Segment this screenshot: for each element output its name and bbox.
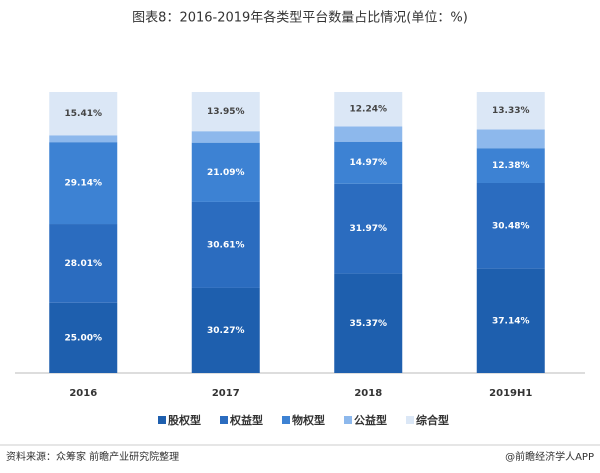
- data-label: 13.95%: [207, 107, 245, 117]
- legend-label: 股权型: [168, 413, 201, 427]
- bar-segment: [191, 142, 260, 202]
- bar-segment: [476, 148, 545, 183]
- legend-swatch: [344, 416, 352, 424]
- legend-swatch: [282, 416, 290, 424]
- data-label: 30.27%: [207, 326, 245, 336]
- bar-segment: [49, 224, 118, 303]
- bar-segment: [334, 92, 403, 127]
- x-tick-label: 2019H1: [489, 388, 532, 399]
- bar-segment: [191, 92, 260, 132]
- data-label: 25.00%: [65, 333, 103, 343]
- data-label: 14.97%: [350, 158, 388, 168]
- data-label: 35.37%: [350, 319, 388, 329]
- data-label: 31.97%: [350, 224, 388, 234]
- brand: @前瞻经济学人APP: [505, 450, 594, 463]
- bar-segment: [476, 129, 545, 149]
- legend-swatch: [158, 416, 166, 424]
- data-label: 15.41%: [65, 109, 103, 119]
- x-tick-label: 2018: [354, 388, 382, 399]
- data-label: 21.09%: [207, 168, 245, 178]
- bar-segment: [49, 302, 118, 373]
- legend-swatch: [220, 416, 228, 424]
- data-label: 30.61%: [207, 240, 245, 250]
- data-label: 29.14%: [65, 179, 103, 189]
- bar-segment: [191, 131, 260, 143]
- bar-segment: [334, 126, 403, 142]
- bar-segment: [49, 135, 118, 143]
- data-label: 37.14%: [492, 316, 530, 326]
- bar-segment: [476, 182, 545, 269]
- bar-segment: [191, 287, 260, 373]
- x-tick-label: 2016: [69, 388, 97, 399]
- x-tick-label: 2017: [212, 388, 240, 399]
- bar-segment: [476, 268, 545, 373]
- bar-segment: [334, 183, 403, 274]
- data-label: 13.33%: [492, 106, 530, 116]
- bar-segment: [49, 92, 118, 136]
- data-label: 12.38%: [492, 161, 530, 171]
- data-label: 28.01%: [65, 259, 103, 269]
- bar-segment: [476, 92, 545, 130]
- legend-label: 综合型: [416, 413, 449, 427]
- source: 资料来源：众筹家 前瞻产业研究院整理: [6, 450, 179, 463]
- bar-segment: [334, 273, 403, 373]
- data-label: 30.48%: [492, 221, 530, 231]
- bar-segment: [334, 141, 403, 184]
- chart-title: 图表8：2016-2019年各类型平台数量占比情况(单位：%): [132, 10, 468, 26]
- legend-swatch: [406, 416, 414, 424]
- data-label: 12.24%: [350, 105, 388, 115]
- bar-segment: [191, 201, 260, 288]
- legend-label: 物权型: [292, 413, 325, 427]
- bar-segment: [49, 142, 118, 225]
- legend-label: 权益型: [229, 413, 263, 427]
- legend-label: 公益型: [354, 413, 387, 427]
